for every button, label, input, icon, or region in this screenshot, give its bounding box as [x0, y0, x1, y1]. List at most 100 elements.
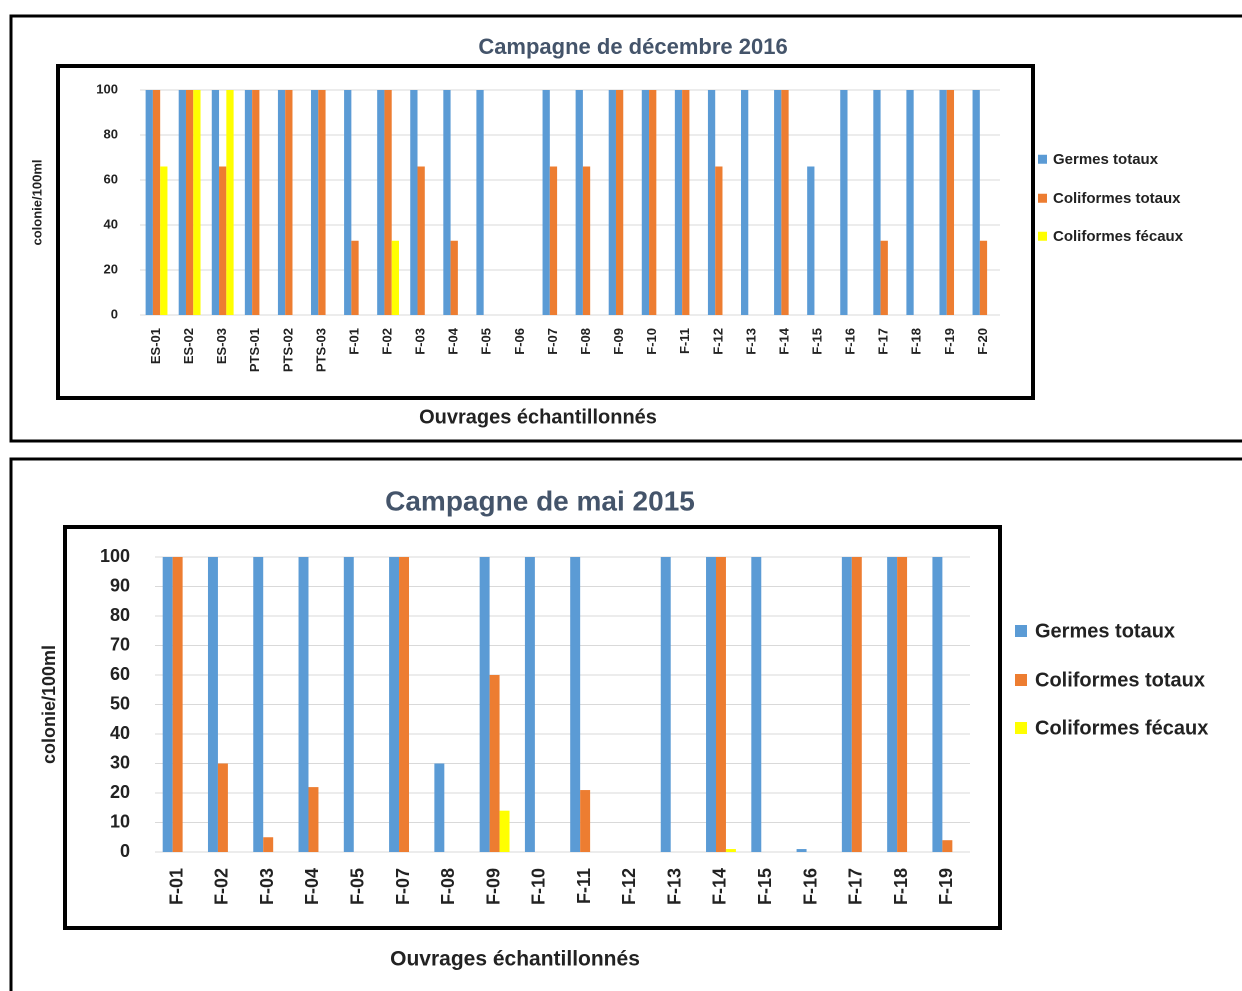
y-tick-label: 10 — [110, 811, 130, 831]
legend-swatch — [1015, 674, 1027, 686]
bar — [796, 849, 807, 852]
bar — [344, 90, 352, 315]
bar — [489, 675, 500, 852]
x-tick-label: F-05 — [348, 868, 368, 905]
y-tick-label: 80 — [110, 605, 130, 625]
x-tick-label: PTS-01 — [247, 328, 262, 372]
x-tick-label: ES-01 — [148, 328, 163, 364]
bar — [417, 166, 425, 315]
x-tick-label: F-16 — [800, 868, 820, 905]
legend-label: Coliformes fécaux — [1035, 717, 1208, 739]
y-tick-label: 100 — [96, 81, 118, 96]
x-tick-label: F-15 — [810, 328, 825, 355]
bar — [887, 557, 898, 852]
x-tick-label: F-13 — [664, 868, 684, 905]
x-tick-label: F-17 — [876, 328, 891, 355]
plot-frame — [63, 525, 1002, 930]
x-tick-label: F-13 — [743, 328, 758, 355]
y-axis-label: colonie/100ml — [29, 160, 44, 246]
chart-title: Campagne de mai 2015 — [385, 485, 695, 516]
y-tick-label: 40 — [104, 216, 118, 231]
bar — [178, 90, 186, 315]
bar — [434, 763, 445, 852]
x-tick-label: F-07 — [545, 328, 560, 355]
bar — [253, 557, 264, 852]
bar — [318, 90, 326, 315]
bar — [285, 90, 293, 315]
bar — [649, 90, 657, 315]
bar — [160, 166, 168, 315]
y-tick-label: 90 — [110, 575, 130, 595]
bar — [252, 90, 260, 315]
legend-swatch — [1015, 625, 1027, 637]
bar — [946, 90, 955, 315]
x-tick-label: F-01 — [166, 868, 186, 905]
legend-label: Germes totaux — [1053, 151, 1159, 168]
bar — [377, 90, 385, 315]
bar — [715, 557, 726, 852]
bar — [308, 787, 319, 852]
bar — [570, 557, 581, 852]
x-tick-label: F-14 — [710, 868, 730, 905]
x-tick-label: F-01 — [346, 328, 361, 355]
y-tick-label: 0 — [111, 306, 118, 321]
bar — [932, 557, 943, 852]
panel-frame — [9, 457, 1242, 991]
bar — [725, 849, 736, 852]
bar — [351, 240, 359, 315]
bar — [939, 90, 947, 315]
x-tick-label: F-14 — [776, 327, 791, 355]
bar — [152, 90, 161, 315]
bar — [873, 90, 881, 315]
bar — [880, 240, 888, 315]
x-tick-label: F-16 — [843, 328, 858, 355]
legend-swatch — [1038, 231, 1047, 241]
bar — [851, 557, 862, 852]
bar — [751, 557, 762, 852]
bar — [979, 240, 988, 315]
x-tick-label: F-19 — [942, 328, 957, 355]
bar — [476, 90, 484, 315]
bar — [479, 557, 490, 852]
x-tick-label: F-03 — [257, 868, 277, 905]
bar — [384, 90, 392, 315]
bar — [162, 557, 173, 852]
bar — [399, 557, 410, 852]
legend-swatch — [1015, 722, 1027, 734]
x-tick-label: F-18 — [909, 328, 924, 355]
bar — [840, 90, 848, 315]
bar — [781, 90, 789, 315]
bar — [841, 557, 852, 852]
bar — [774, 90, 782, 315]
x-tick-label: F-10 — [644, 328, 659, 355]
plot-frame — [56, 64, 1035, 400]
bar — [410, 90, 418, 315]
x-tick-label: F-15 — [755, 868, 775, 905]
bar — [608, 90, 616, 315]
bar — [707, 90, 716, 315]
y-tick-label: 20 — [110, 782, 130, 802]
bar — [807, 166, 815, 315]
bar — [549, 166, 558, 315]
bar — [244, 90, 253, 315]
x-tick-label: F-20 — [975, 328, 990, 355]
y-tick-label: 60 — [104, 171, 118, 186]
legend-label: Coliformes totaux — [1053, 190, 1181, 207]
y-tick-label: 60 — [110, 664, 130, 684]
y-tick-label: 50 — [110, 693, 130, 713]
y-tick-label: 80 — [104, 126, 118, 141]
bar — [706, 557, 716, 852]
y-axis-label: colonie/100ml — [39, 645, 59, 764]
x-tick-label: F-08 — [578, 328, 593, 355]
y-tick-label: 30 — [110, 752, 130, 772]
legend-label: Coliformes fécaux — [1053, 228, 1184, 245]
bar — [499, 810, 510, 852]
x-tick-label: F-02 — [212, 868, 232, 905]
y-tick-label: 100 — [100, 546, 130, 566]
bar — [226, 90, 234, 315]
x-tick-label: F-18 — [891, 868, 911, 905]
legend-swatch — [1038, 154, 1047, 164]
bar — [575, 90, 583, 315]
x-tick-label: F-09 — [483, 868, 503, 905]
y-tick-label: 40 — [110, 723, 130, 743]
